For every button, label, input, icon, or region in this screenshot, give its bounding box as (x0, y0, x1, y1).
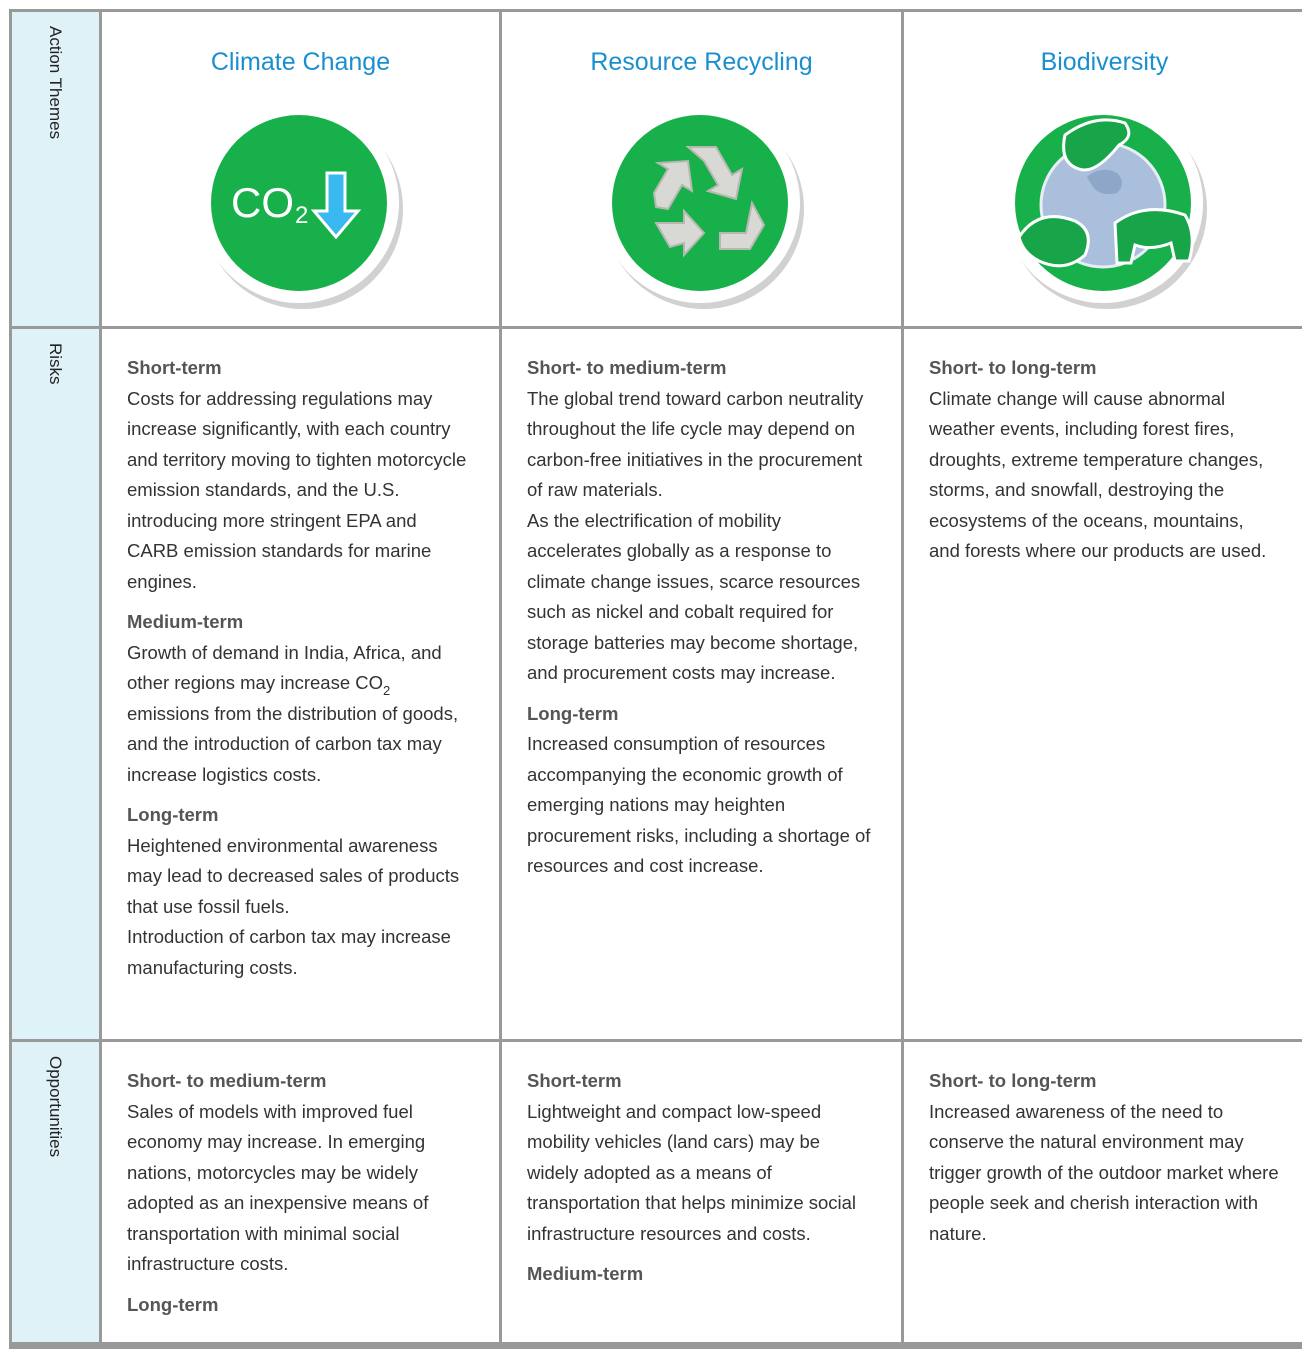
table: Action Themes Climate Change CO 2 Resour… (9, 9, 1305, 1349)
term-heading: Medium-term (527, 1263, 644, 1284)
text-block: Short- to long-term Increased awareness o… (929, 1066, 1279, 1249)
term-heading: Long-term (127, 1293, 219, 1315)
text-block: Short-term Costs for addressing regulatio… (127, 353, 473, 597)
paragraph: As the electrification of mobility accel… (527, 509, 861, 684)
paragraph: Lightweight and compact low-speed mobili… (527, 1100, 857, 1244)
text-block: Short- to medium-term Sales of models wit… (127, 1066, 473, 1280)
theme-title: Climate Change (210, 48, 391, 76)
text-block: Long-term (127, 1290, 473, 1321)
term-heading: Long-term (127, 804, 219, 825)
term-heading: Long-term (527, 702, 619, 724)
paragraph-text: emissions from the distribution of goods… (127, 702, 459, 785)
risk-cell: Short- to medium-term The global trend to… (502, 329, 901, 1039)
paragraph: Climate change will cause abnormal weath… (929, 387, 1267, 562)
paragraph: Increased consumption of resources accom… (527, 733, 871, 876)
row-label: Risks (46, 343, 65, 385)
term-heading: Short-term (527, 1070, 622, 1091)
term-heading: Short- to medium-term (127, 1070, 327, 1091)
paragraph: Growth of demand in India, Africa, and o… (127, 638, 473, 791)
opportunity-cell: Short- to long-term Increased awareness o… (904, 1042, 1305, 1342)
term-heading: Short- to medium-term (527, 357, 727, 378)
risk-cell: Short- to long-term Climate change will c… (904, 329, 1305, 1039)
paragraph-text: Growth of demand in India, Africa, and o… (127, 641, 442, 694)
risk-cell: Short-term Costs for addressing regulatio… (102, 329, 499, 1039)
paragraph: Costs for addressing regulations may inc… (127, 387, 467, 592)
row-label-cell: Risks (12, 329, 99, 1039)
theme-cell: Resource Recycling (502, 12, 901, 326)
subscript: 2 (383, 683, 391, 698)
opportunity-cell: Short-term Lightweight and compact low-sp… (502, 1042, 901, 1342)
paragraph: Increased awareness of the need to conse… (929, 1100, 1279, 1244)
term-heading: Short-term (127, 357, 222, 378)
theme-cell: Climate Change CO 2 (102, 12, 499, 326)
icon-subscript: 2 (295, 202, 308, 229)
term-heading: Short- to long-term (929, 1070, 1097, 1091)
term-heading: Short- to long-term (929, 357, 1097, 378)
text-block: Short- to medium-term The global trend to… (527, 353, 875, 689)
paragraph: Introduction of carbon tax may increase … (127, 926, 451, 978)
opportunity-cell: Short- to medium-term Sales of models wit… (102, 1042, 499, 1342)
co2-icon: CO 2 (198, 103, 403, 309)
biodiversity-icon (1002, 103, 1207, 309)
paragraph: Sales of models with improved fuel econo… (127, 1100, 429, 1275)
theme-title: Biodiversity (1040, 48, 1169, 76)
text-block: Medium-term (527, 1259, 875, 1290)
text-block: Short- to long-term Climate change will c… (929, 353, 1279, 567)
row-label: Opportunities (46, 1056, 65, 1158)
text-block: Long-term Heightened environmental awaren… (127, 800, 473, 983)
icon-text: CO (231, 179, 294, 226)
theme-cell: Biodiversity (904, 12, 1305, 326)
row-label: Action Themes (46, 26, 65, 140)
text-block: Short-term Lightweight and compact low-sp… (527, 1066, 875, 1249)
text-block: Medium-term Growth of demand in India, Af… (127, 607, 473, 790)
paragraph: Heightened environmental awareness may l… (127, 834, 460, 917)
recycle-icon (599, 103, 804, 309)
row-label-cell: Action Themes (12, 12, 99, 326)
row-label-cell: Opportunities (12, 1042, 99, 1342)
term-heading: Medium-term (127, 611, 244, 632)
paragraph: The global trend toward carbon neutralit… (527, 387, 864, 501)
theme-title: Resource Recycling (590, 48, 813, 76)
text-block: Long-term Increased consumption of resour… (527, 699, 875, 882)
